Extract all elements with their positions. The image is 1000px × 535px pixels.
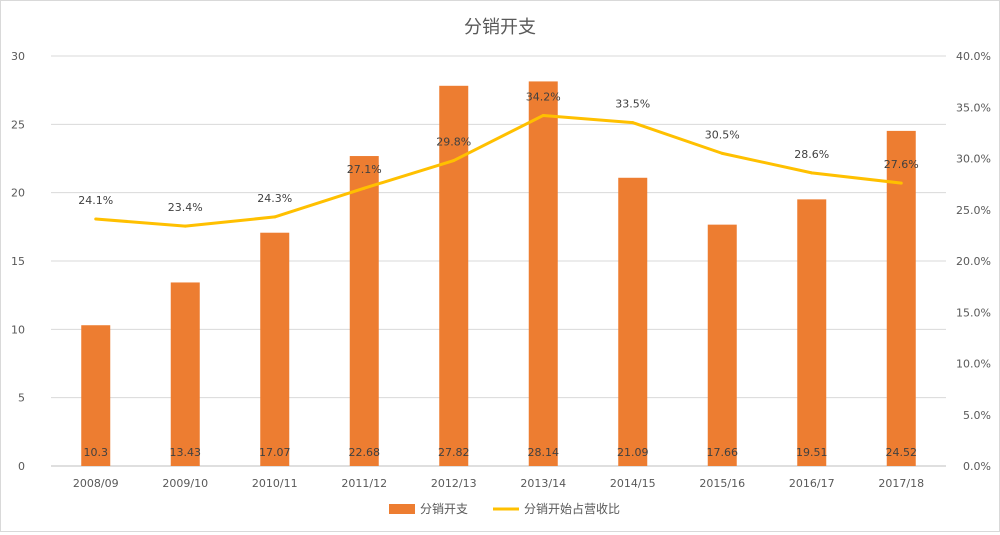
bar bbox=[349, 156, 379, 467]
line-data-label: 24.1% bbox=[78, 194, 113, 207]
line-point bbox=[362, 186, 366, 190]
legend-label-line: 分销开始占营收比 bbox=[524, 501, 620, 516]
left-tick-label: 30 bbox=[11, 50, 25, 63]
bar bbox=[260, 232, 290, 466]
chart-title: 分销开支 bbox=[464, 17, 536, 38]
x-tick-label: 2008/09 bbox=[73, 477, 119, 490]
bar bbox=[797, 199, 827, 466]
bar-series bbox=[81, 81, 916, 467]
left-tick-label: 15 bbox=[11, 255, 25, 268]
left-tick-label: 0 bbox=[18, 460, 25, 473]
line-point bbox=[273, 215, 277, 219]
line-data-label: 34.2% bbox=[526, 90, 561, 103]
bar-data-label: 19.51 bbox=[796, 446, 828, 459]
right-tick-label: 0.0% bbox=[963, 460, 991, 473]
bar-data-label: 17.66 bbox=[707, 446, 739, 459]
right-tick-label: 25.0% bbox=[956, 204, 991, 217]
x-tick-label: 2011/12 bbox=[341, 477, 387, 490]
line-point bbox=[452, 159, 456, 163]
bar-data-label: 21.09 bbox=[617, 446, 649, 459]
bar bbox=[707, 224, 737, 466]
right-axis: 0.0% 5.0% 10.0% 15.0% 20.0% 25.0% 30.0% 35.0% 40… bbox=[956, 50, 991, 473]
bar bbox=[170, 282, 200, 466]
legend-swatch-bar bbox=[389, 504, 415, 514]
line-point bbox=[183, 224, 187, 228]
x-tick-label: 2016/17 bbox=[789, 477, 835, 490]
line-point bbox=[810, 171, 814, 175]
line-data-labels: 24.1% 23.4% 24.3% 27.1% 29.8% 34.2% 33.5% 30.5%… bbox=[78, 90, 918, 214]
bar-data-label: 13.43 bbox=[170, 446, 202, 459]
line-point bbox=[899, 181, 903, 185]
bar bbox=[439, 85, 469, 466]
gridlines bbox=[51, 55, 946, 467]
left-tick-label: 10 bbox=[11, 323, 25, 336]
x-tick-label: 2014/15 bbox=[610, 477, 656, 490]
right-tick-label: 15.0% bbox=[956, 306, 991, 319]
legend: 分销开支 分销开始占营收比 bbox=[389, 501, 620, 516]
bar-data-label: 28.14 bbox=[528, 446, 560, 459]
right-tick-label: 35.0% bbox=[956, 101, 991, 114]
line-data-label: 30.5% bbox=[705, 128, 740, 141]
right-tick-label: 30.0% bbox=[956, 153, 991, 166]
x-tick-label: 2015/16 bbox=[699, 477, 745, 490]
line-data-label: 27.6% bbox=[884, 158, 919, 171]
right-tick-label: 20.0% bbox=[956, 255, 991, 268]
bar bbox=[886, 130, 916, 467]
line-data-label: 24.3% bbox=[257, 192, 292, 205]
x-tick-label: 2009/10 bbox=[162, 477, 208, 490]
bar-data-labels: 10.3 13.43 17.07 22.68 27.82 28.14 21.09 17.66 1… bbox=[84, 446, 918, 459]
line-point bbox=[541, 113, 545, 117]
line-data-label: 28.6% bbox=[794, 148, 829, 161]
bar-data-label: 10.3 bbox=[84, 446, 109, 459]
x-tick-label: 2017/18 bbox=[878, 477, 924, 490]
line-point bbox=[94, 217, 98, 221]
line-data-label: 27.1% bbox=[347, 163, 382, 176]
line-point bbox=[720, 151, 724, 155]
bar-data-label: 24.52 bbox=[886, 446, 918, 459]
left-tick-label: 5 bbox=[18, 392, 25, 405]
line-point bbox=[631, 121, 635, 125]
x-tick-label: 2012/13 bbox=[431, 477, 477, 490]
right-tick-label: 40.0% bbox=[956, 50, 991, 63]
legend-label-bar: 分销开支 bbox=[420, 502, 468, 516]
left-axis: 0 5 10 15 20 25 30 bbox=[11, 50, 25, 473]
line-data-label: 23.4% bbox=[168, 201, 203, 214]
bar-data-label: 27.82 bbox=[438, 446, 470, 459]
bar bbox=[618, 177, 648, 466]
line-data-label: 29.8% bbox=[436, 136, 471, 149]
right-tick-label: 5.0% bbox=[963, 409, 991, 422]
line-series bbox=[94, 113, 903, 228]
left-tick-label: 20 bbox=[11, 187, 25, 200]
bar bbox=[528, 81, 558, 467]
bar-data-label: 17.07 bbox=[259, 446, 291, 459]
line-path bbox=[95, 113, 902, 228]
line-data-label: 33.5% bbox=[615, 98, 650, 111]
right-tick-label: 10.0% bbox=[956, 358, 991, 371]
x-axis: 2008/09 2009/10 2010/11 2011/12 2012/13 2013/… bbox=[73, 477, 924, 490]
x-tick-label: 2010/11 bbox=[252, 477, 298, 490]
bar-data-label: 22.68 bbox=[349, 446, 381, 459]
x-tick-label: 2013/14 bbox=[520, 477, 566, 490]
bar bbox=[81, 325, 111, 466]
left-tick-label: 25 bbox=[11, 118, 25, 131]
